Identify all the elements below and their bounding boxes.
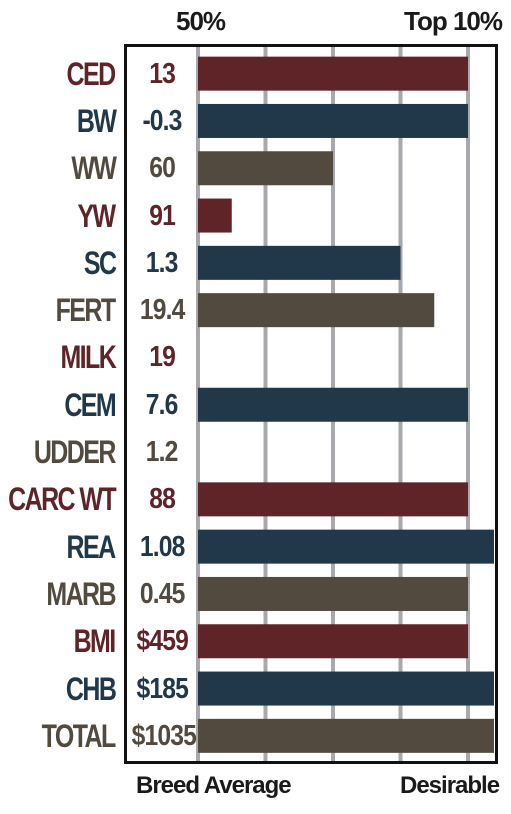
epd-value: 60 [149,152,176,185]
epd-value: $459 [136,625,188,658]
trait-label: WW [71,150,117,187]
epd-value: 88 [149,483,176,516]
bar-sc [198,245,401,280]
epd-value: 1.08 [139,530,185,563]
bar-ww [198,151,333,186]
bottom-label-breed-average: Breed Average [136,772,292,799]
epd-value: 19 [149,341,176,374]
epd-value: $1035 [131,719,197,752]
trait-label: REA [66,528,117,565]
epd-value: -0.3 [142,104,182,137]
trait-label: YW [77,197,117,234]
bar-total [198,718,494,753]
bar-chb [198,671,494,706]
trait-label: MARB [46,575,116,612]
epd-value: 13 [149,57,176,90]
bar-fert [198,293,435,328]
epd-value: 91 [149,199,176,232]
bar-cem [198,387,468,422]
trait-label: CEM [64,386,116,423]
bar-bmi [198,624,468,659]
top-label-top10: Top 10% [404,6,503,36]
bar-yw [198,198,232,233]
trait-label: CHB [65,670,117,707]
epd-value: 1.2 [146,436,179,469]
bar-ced [198,56,468,91]
trait-label: TOTAL [41,717,117,754]
epd-value: $185 [136,672,188,705]
trait-label: MILK [60,339,116,376]
bar-carc-wt [198,482,468,517]
bar-bw [198,103,468,138]
bottom-label-desirable: Desirable [400,772,500,799]
trait-label: BMI [73,623,117,660]
epd-value: 19.4 [139,294,185,327]
epd-value: 7.6 [146,388,179,421]
trait-label: SC [83,244,116,281]
trait-label: FERT [56,292,116,329]
epd-value: 1.3 [146,246,179,279]
trait-label: CED [66,55,117,92]
trait-label: BW [76,102,117,139]
bar-rea [198,529,494,564]
epd-value: 0.45 [139,577,185,610]
trait-label: UDDER [34,434,117,471]
top-label-50: 50% [176,6,226,36]
bar-marb [198,576,468,611]
chart-frame [124,44,498,764]
trait-label: CARC WT [8,481,116,518]
